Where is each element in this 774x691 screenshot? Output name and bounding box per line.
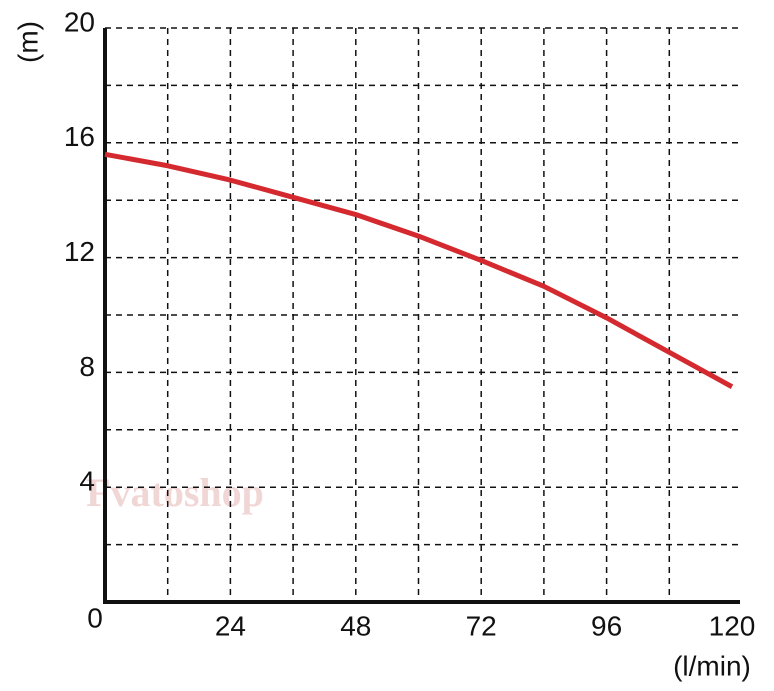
- y-tick-label: 12: [64, 236, 95, 267]
- x-tick-label: 72: [466, 610, 497, 641]
- y-tick-label: 8: [79, 351, 95, 382]
- x-tick-label: 24: [215, 610, 246, 641]
- x-tick-label: 120: [709, 610, 756, 641]
- watermark: Fvatoshop: [86, 470, 264, 515]
- y-tick-label: 16: [64, 121, 95, 152]
- x-tick-label: 96: [591, 610, 622, 641]
- x-tick-label: 0: [87, 602, 103, 633]
- y-axis-label: (m): [12, 21, 43, 63]
- line-series: [104, 151, 734, 389]
- x-tick-label: 48: [340, 610, 371, 641]
- x-axis-label: (l/min): [673, 650, 751, 681]
- y-tick-label: 4: [79, 466, 95, 497]
- y-tick-label: 20: [64, 6, 95, 37]
